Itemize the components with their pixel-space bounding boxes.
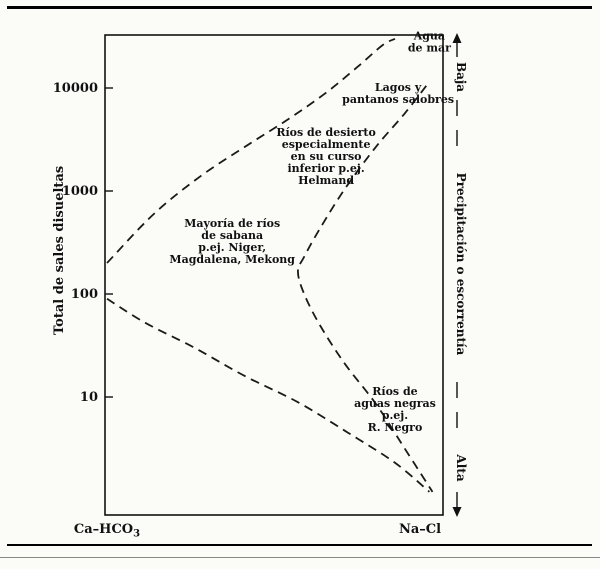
y-tick-label: 10000: [53, 81, 98, 96]
top-rule: [7, 6, 592, 9]
annotation-rios-aguas-negras: Ríos de aguas negras p.ej. R. Negro: [354, 385, 436, 434]
y-tick-label: 1000: [62, 184, 98, 199]
curve-inner-boundary: [297, 85, 434, 493]
y-tick-label: 10: [80, 390, 98, 405]
bottom-rule-thin: [0, 557, 600, 558]
arrow-down-icon: [452, 507, 462, 517]
annotation-rios-sabana: Mayoría de ríos de sabana p.ej. Niger, Magd…: [169, 217, 295, 266]
y-tick-label: 100: [71, 287, 98, 302]
curve-lower-boundary: [106, 297, 430, 493]
x-axis-label-left: Ca–HCO3: [67, 522, 147, 540]
annotation-agua-de-mar: Agua de mar: [408, 29, 451, 54]
x-axis-label-left-main: Ca–HCO: [73, 522, 134, 537]
right-axis-label-baja: Baja: [454, 62, 468, 92]
right-axis-label-alta: Alta: [454, 453, 468, 481]
x-axis-label-left-sub: 3: [133, 528, 141, 540]
annotation-lagos-pantanos: Lagos y pantanos salobres: [342, 81, 454, 106]
curve-upper-boundary: [106, 38, 396, 264]
right-axis-label-precipitacion: Precipitación o escorrentía: [454, 173, 468, 356]
annotation-rios-desierto: Ríos de desierto especialmente en su curso…: [276, 126, 375, 187]
arrow-up-icon: [452, 33, 462, 43]
bottom-rule: [7, 544, 592, 546]
plot-frame: [104, 34, 444, 516]
x-axis-label-right: Na–Cl: [398, 522, 442, 537]
